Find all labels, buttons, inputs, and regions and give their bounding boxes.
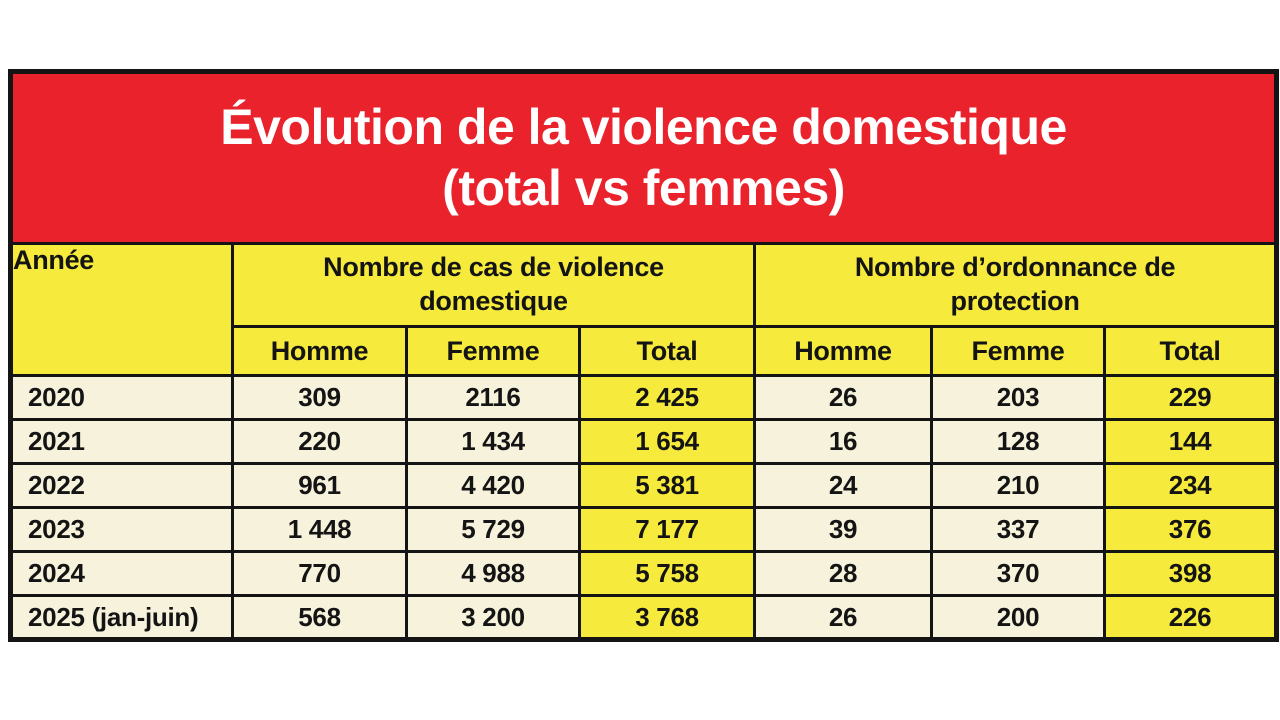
cases-femme-cell: 4 420 (405, 462, 581, 509)
subheader-cases-total: Total (578, 325, 756, 377)
orders-total-cell: 144 (1102, 418, 1279, 465)
cases-femme-cell: 4 988 (405, 550, 581, 597)
group-header-row: Année Nombre de cas de violence domestiq… (9, 242, 1279, 377)
year-cell: 2021 (9, 418, 234, 465)
cases-homme-cell: 770 (231, 550, 408, 597)
table-row-2023: 2023 1 448 5 729 7 177 39 337 376 (9, 506, 1279, 553)
subheader-orders-femme: Femme (930, 325, 1106, 377)
year-cell: 2024 (9, 550, 234, 597)
subheader-orders-homme: Homme (753, 325, 933, 377)
orders-femme-cell: 200 (930, 594, 1106, 641)
subheader-orders-total: Total (1102, 325, 1279, 377)
orders-total-cell: 398 (1102, 550, 1279, 597)
banner: Évolution de la violence domestique (tot… (8, 70, 1279, 245)
table-row-2021: 2021 220 1 434 1 654 16 128 144 (9, 418, 1279, 465)
orders-femme-cell: 337 (930, 506, 1106, 553)
cases-homme-cell: 961 (231, 462, 408, 509)
table-row-2020: 2020 309 2116 2 425 26 203 229 (9, 374, 1279, 421)
col-group-cases-line2: domestique (419, 286, 568, 316)
page-title-line2: (total vs femmes) (442, 160, 845, 216)
orders-total-cell: 226 (1102, 594, 1279, 641)
sub-header-row: Homme Femme Total Homme Femme Total (11, 325, 1279, 377)
cases-total-cell: 3 768 (578, 594, 756, 641)
year-cell: 2023 (9, 506, 234, 553)
orders-femme-cell: 203 (930, 374, 1106, 421)
orders-total-cell: 376 (1102, 506, 1279, 553)
cases-total-cell: 5 381 (578, 462, 756, 509)
cases-total-cell: 1 654 (578, 418, 756, 465)
orders-total-cell: 229 (1102, 374, 1279, 421)
violence-stats-table: Évolution de la violence domestique (tot… (8, 69, 1280, 642)
table-row-2025: 2025 (jan-juin) 568 3 200 3 768 26 200 2… (9, 594, 1279, 641)
cases-homme-cell: 1 448 (231, 506, 408, 553)
col-group-orders-line1: Nombre d’ordonnance de (854, 252, 1176, 283)
year-cell: 2020 (9, 374, 234, 421)
table-row-2024: 2024 770 4 988 5 758 28 370 398 (9, 550, 1279, 597)
year-cell: 2022 (9, 462, 234, 509)
col-group-cases-line1: Nombre de cas de violence (323, 252, 664, 283)
table-row-2022: 2022 961 4 420 5 381 24 210 234 (9, 462, 1279, 509)
col-group-cases: Nombre de cas de violence domestique (231, 242, 756, 328)
orders-homme-cell: 26 (753, 594, 933, 641)
orders-femme-cell: 210 (930, 462, 1106, 509)
cases-femme-cell: 5 729 (405, 506, 581, 553)
orders-homme-cell: 28 (753, 550, 933, 597)
col-group-orders: Nombre d’ordonnance de protection (752, 242, 1279, 328)
orders-homme-cell: 39 (753, 506, 933, 553)
cases-homme-cell: 568 (231, 594, 408, 641)
subheader-cases-homme: Homme (231, 325, 408, 377)
col-header-annee: Année (9, 242, 234, 377)
page-title: Évolution de la violence domestique (tot… (14, 97, 1274, 219)
cases-femme-cell: 2116 (405, 374, 581, 421)
cases-femme-cell: 3 200 (405, 594, 581, 641)
orders-homme-cell: 24 (753, 462, 933, 509)
orders-homme-cell: 26 (753, 374, 933, 421)
year-cell: 2025 (jan-juin) (9, 594, 234, 641)
orders-femme-cell: 128 (930, 418, 1106, 465)
cases-total-cell: 5 758 (578, 550, 756, 597)
cases-total-cell: 2 425 (578, 374, 756, 421)
subheader-cases-femme: Femme (405, 325, 581, 377)
cases-homme-cell: 309 (231, 374, 408, 421)
orders-total-cell: 234 (1102, 462, 1279, 509)
page-title-line1: Évolution de la violence domestique (220, 99, 1067, 155)
col-group-orders-line2: protection (950, 286, 1080, 316)
banner-row: Évolution de la violence domestique (tot… (8, 70, 1279, 245)
cases-total-cell: 7 177 (578, 506, 756, 553)
orders-homme-cell: 16 (753, 418, 933, 465)
cases-homme-cell: 220 (231, 418, 408, 465)
cases-femme-cell: 1 434 (405, 418, 581, 465)
orders-femme-cell: 370 (930, 550, 1106, 597)
